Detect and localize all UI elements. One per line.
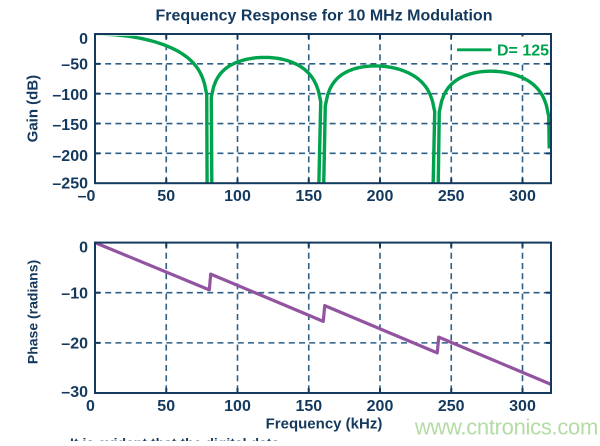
svg-text:www.cntronics.com: www.cntronics.com	[414, 415, 598, 440]
svg-text:300: 300	[509, 398, 536, 415]
svg-text:Phase (radians): Phase (radians)	[25, 260, 41, 364]
svg-text:200: 200	[367, 398, 394, 415]
svg-text:–250: –250	[52, 175, 88, 192]
svg-text:250: 250	[438, 398, 465, 415]
svg-text:–0: –0	[78, 188, 96, 205]
svg-text:150: 150	[295, 398, 322, 415]
svg-text:0: 0	[79, 239, 88, 256]
svg-text:–50: –50	[61, 56, 88, 73]
svg-text:0: 0	[86, 398, 95, 415]
svg-text:Gain (dB): Gain (dB)	[25, 75, 42, 143]
svg-text:–20: –20	[61, 335, 88, 352]
svg-text:–200: –200	[52, 148, 88, 165]
svg-text:–150: –150	[52, 117, 88, 134]
svg-text:D= 125: D= 125	[497, 42, 549, 59]
svg-text:100: 100	[224, 188, 251, 205]
svg-text:150: 150	[295, 188, 322, 205]
svg-text:50: 50	[157, 188, 175, 205]
svg-text:300: 300	[509, 188, 536, 205]
svg-text:100: 100	[224, 398, 251, 415]
svg-text:0: 0	[79, 31, 88, 48]
svg-text:200: 200	[367, 188, 394, 205]
svg-text:Frequency (kHz): Frequency (kHz)	[266, 416, 383, 433]
svg-text:250: 250	[438, 188, 465, 205]
svg-text:–100: –100	[52, 87, 88, 104]
svg-text:Frequency Response for 10 MHz: Frequency Response for 10 MHz Modulation	[156, 7, 493, 24]
svg-text:–10: –10	[61, 285, 88, 302]
svg-text:It is evident that the digital: It is evident that the digital data	[70, 435, 279, 441]
svg-text:50: 50	[157, 398, 175, 415]
svg-text:–30: –30	[61, 384, 88, 401]
